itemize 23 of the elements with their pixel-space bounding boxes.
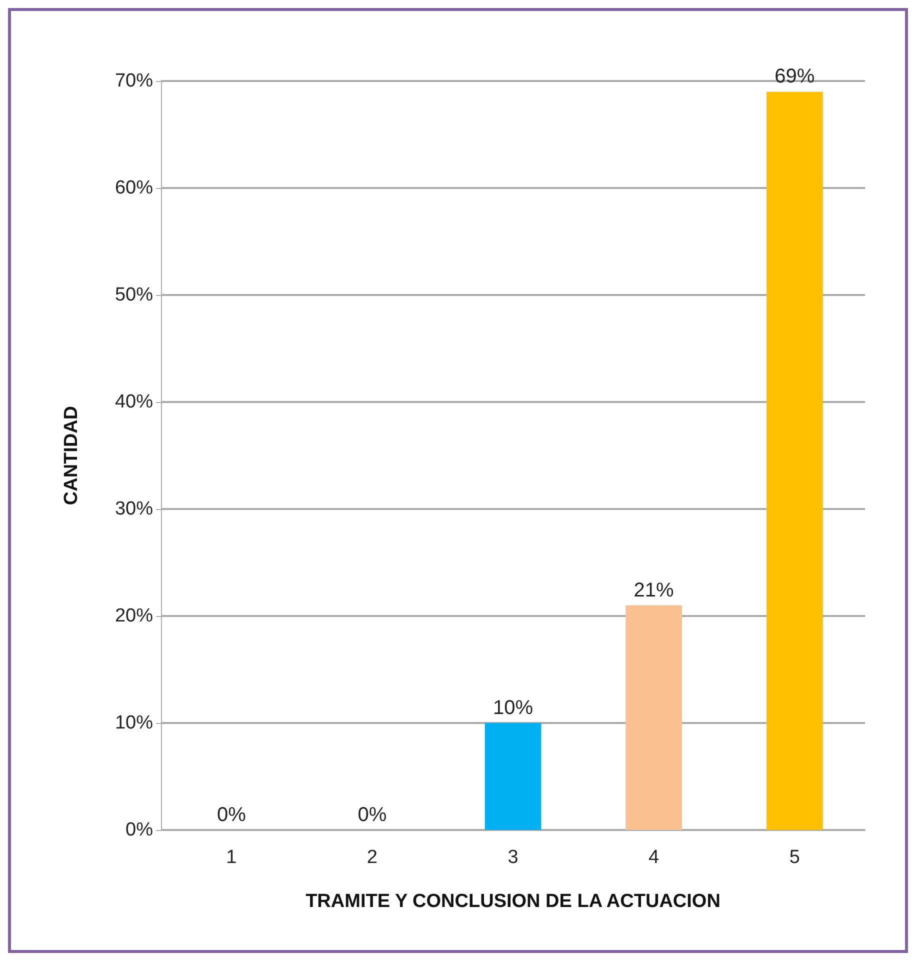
bar [766, 92, 823, 830]
y-tick-label: 50% [114, 284, 154, 306]
y-axis-title: CANTIDAD [61, 406, 82, 506]
data-label: 0% [358, 804, 387, 826]
x-tick-label: 5 [789, 847, 800, 868]
x-tick-label: 4 [648, 847, 660, 868]
y-tick-label: 0% [126, 820, 154, 840]
x-tick-label: 2 [366, 847, 378, 868]
x-tick-label: 1 [226, 847, 237, 868]
data-label: 21% [634, 579, 674, 602]
y-tick-label: 60% [114, 178, 154, 198]
y-tick-label: 20% [114, 606, 154, 626]
y-tick-label: 70% [114, 70, 154, 92]
y-tick-label: 30% [114, 498, 154, 520]
x-axis-title: TRAMITE Y CONCLUSION DE LA ACTUACION [306, 891, 720, 912]
bar [626, 605, 682, 830]
data-label: 0% [216, 804, 246, 826]
data-label: 10% [492, 697, 534, 719]
data-label: 69% [774, 66, 815, 88]
bar [484, 723, 542, 830]
x-tick-label: 3 [508, 847, 518, 868]
y-tick-label: 40% [114, 392, 154, 412]
y-tick-label: 10% [114, 712, 154, 734]
